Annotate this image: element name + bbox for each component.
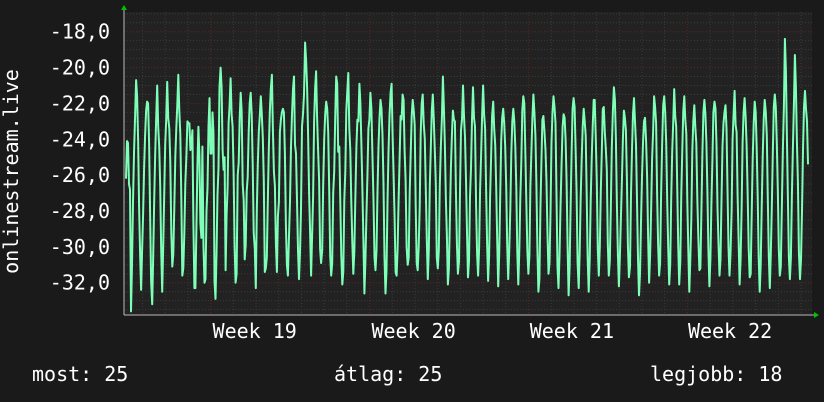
y-tick-label: -30,0 [50, 235, 110, 259]
axes [121, 5, 819, 318]
y-tick-label: -18,0 [50, 20, 110, 44]
series-line [125, 37, 809, 313]
x-tick-labels: Week 19 Week 20 Week 21 Week 22 [213, 319, 773, 343]
y-axis-label: onlinestream.live [0, 69, 23, 274]
y-axis-arrow [121, 5, 127, 10]
y-tick-labels: -18,0 -20,0 -22,0 -24,0 -26,0 -28,0 -30,0 -32,0 [50, 20, 110, 295]
x-tick-label: Week 22 [688, 319, 772, 343]
legend-current-value: 25 [104, 362, 129, 386]
legend-average: átlag: 25 [334, 362, 442, 386]
y-tick-label: -26,0 [50, 163, 110, 187]
legend-best: legjobb: 18 [650, 362, 782, 386]
x-tick-label: Week 21 [530, 319, 614, 343]
legend-best-label: legjobb: [650, 362, 747, 386]
legend-average-value: 25 [418, 362, 443, 386]
x-tick-label: Week 19 [213, 319, 297, 343]
x-tick-label: Week 20 [371, 319, 455, 343]
x-axis-arrow [814, 312, 819, 318]
legend-average-label: átlag: [334, 362, 407, 386]
y-tick-label: -20,0 [50, 56, 110, 80]
y-tick-label: -28,0 [50, 199, 110, 223]
legend-current: most: 25 [32, 362, 128, 386]
legend-best-value: 18 [758, 362, 783, 386]
series [125, 37, 809, 313]
y-tick-label: -22,0 [50, 91, 110, 115]
legend-current-label: most: [32, 362, 93, 386]
y-tick-label: -32,0 [50, 271, 110, 295]
y-tick-label: -24,0 [50, 127, 110, 151]
